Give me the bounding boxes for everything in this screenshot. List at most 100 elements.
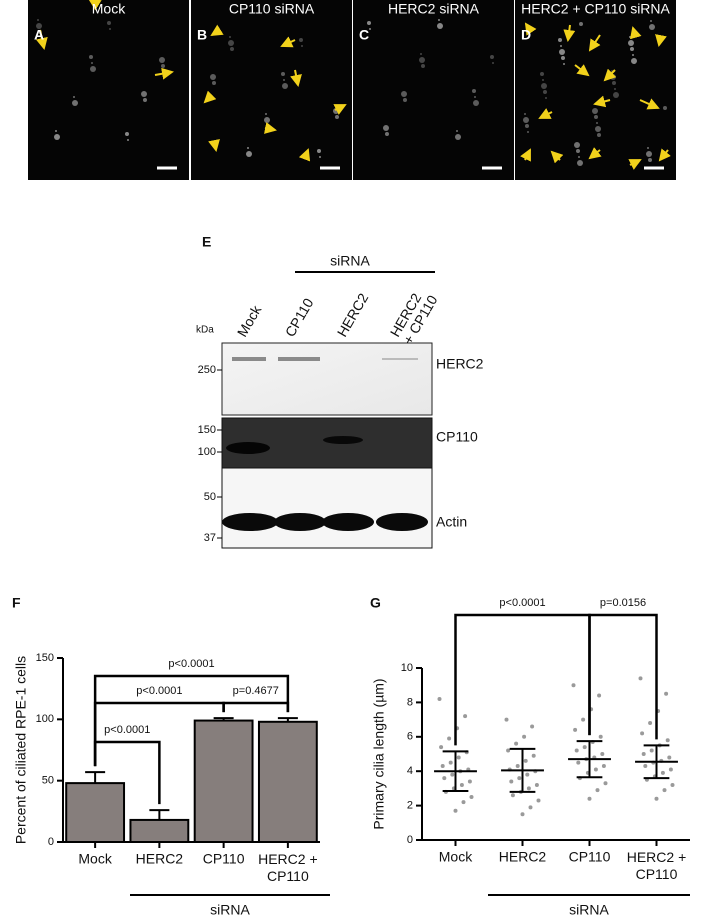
cell-signal	[383, 125, 389, 131]
cell-signal	[282, 83, 288, 89]
x-tick-label: Mock	[439, 849, 473, 865]
data-point	[442, 776, 447, 781]
data-point	[522, 734, 527, 739]
data-point	[576, 760, 581, 765]
bar	[257, 720, 318, 844]
data-point	[509, 779, 514, 784]
panel-label: G	[370, 595, 381, 611]
p-value: p<0.0001	[168, 658, 214, 670]
data-point	[440, 764, 445, 769]
cell-signal	[597, 133, 601, 137]
cell-signal	[455, 134, 461, 140]
data-point	[668, 767, 673, 772]
y-tick-label: 50	[42, 775, 54, 787]
arrow	[35, 29, 48, 50]
cell-signal	[596, 122, 598, 124]
y-axis-label: Primary cilia length (µm)	[371, 678, 387, 829]
sd-bar	[576, 740, 603, 779]
cell-signal	[663, 106, 667, 110]
bar	[193, 719, 254, 843]
cell-signal	[264, 117, 270, 123]
arrow	[290, 69, 302, 87]
micrograph-row: Mock A CP110 siRNA B HERC2 siRNA C HERC2 + CP1…	[28, 0, 676, 180]
cell-signal	[558, 38, 562, 42]
data-point	[638, 676, 643, 681]
arrow	[658, 148, 671, 162]
cell-signal	[578, 156, 580, 158]
data-point	[573, 727, 578, 732]
data-point	[660, 770, 665, 775]
cell-signal	[73, 96, 75, 98]
arrow	[264, 122, 277, 134]
cell-signal	[490, 55, 494, 59]
cell-signal	[577, 160, 583, 166]
cell-signal	[159, 57, 165, 63]
cell-signal	[630, 47, 634, 51]
cell-signal	[385, 132, 389, 136]
data-point	[654, 796, 659, 801]
marker-label: 50	[204, 491, 216, 503]
data-point	[665, 738, 670, 743]
cell-signal	[492, 62, 494, 64]
data-point	[506, 748, 511, 753]
y-tick-label: 100	[36, 713, 54, 725]
x-tick-label: HERC2	[499, 849, 547, 865]
p-value: p<0.0001	[499, 597, 545, 609]
p-value: p=0.0156	[600, 597, 646, 609]
data-point	[447, 736, 452, 741]
arrow	[88, 0, 102, 11]
y-tick-label: 150	[36, 652, 54, 664]
cell-signal	[649, 24, 655, 30]
data-point	[439, 745, 444, 750]
x-tick-label: HERC2 + CP110	[627, 849, 687, 882]
cell-signal	[592, 108, 598, 114]
cell-signal	[283, 79, 285, 81]
cell-signal	[143, 98, 147, 102]
cell-signal	[438, 19, 440, 21]
p-value: p<0.0001	[104, 724, 150, 736]
data-point	[450, 772, 455, 777]
arrow	[210, 24, 224, 37]
group-label: siRNA	[330, 253, 370, 269]
arrow	[154, 67, 174, 80]
blot-band	[274, 513, 326, 531]
cell-signal	[54, 134, 60, 140]
cell-signal	[595, 126, 601, 132]
cell-signal	[109, 28, 111, 30]
data-point	[643, 764, 648, 769]
cell-signal	[212, 81, 216, 85]
cell-signal	[456, 130, 458, 132]
arrow	[280, 36, 296, 48]
error-bar	[277, 717, 298, 722]
data-point	[469, 795, 474, 799]
cell-signal	[650, 20, 652, 22]
data-point	[593, 767, 598, 772]
cell-signal	[36, 23, 42, 29]
cell-signal	[576, 149, 580, 153]
panel-label: D	[521, 27, 531, 43]
cell-signal	[107, 21, 111, 25]
arrow	[208, 139, 220, 152]
panel-title: CP110 siRNA	[229, 1, 315, 17]
sd-bar	[442, 750, 469, 792]
data-point	[456, 755, 461, 760]
cell-signal	[540, 72, 544, 76]
arrow	[639, 98, 660, 110]
significance-bracket	[93, 674, 290, 767]
y-tick-label: 2	[407, 800, 413, 812]
data-point	[600, 752, 605, 756]
blot-band	[278, 357, 320, 361]
arrow	[563, 24, 576, 42]
cell-signal	[543, 90, 547, 94]
arrow	[655, 34, 667, 47]
data-point	[448, 760, 453, 765]
cell-signal	[629, 36, 631, 38]
data-point	[461, 800, 466, 805]
data-point	[664, 691, 669, 696]
y-tick-label: 8	[407, 696, 413, 708]
data-point	[536, 798, 541, 803]
cell-signal	[628, 40, 634, 46]
arrow	[538, 108, 553, 119]
